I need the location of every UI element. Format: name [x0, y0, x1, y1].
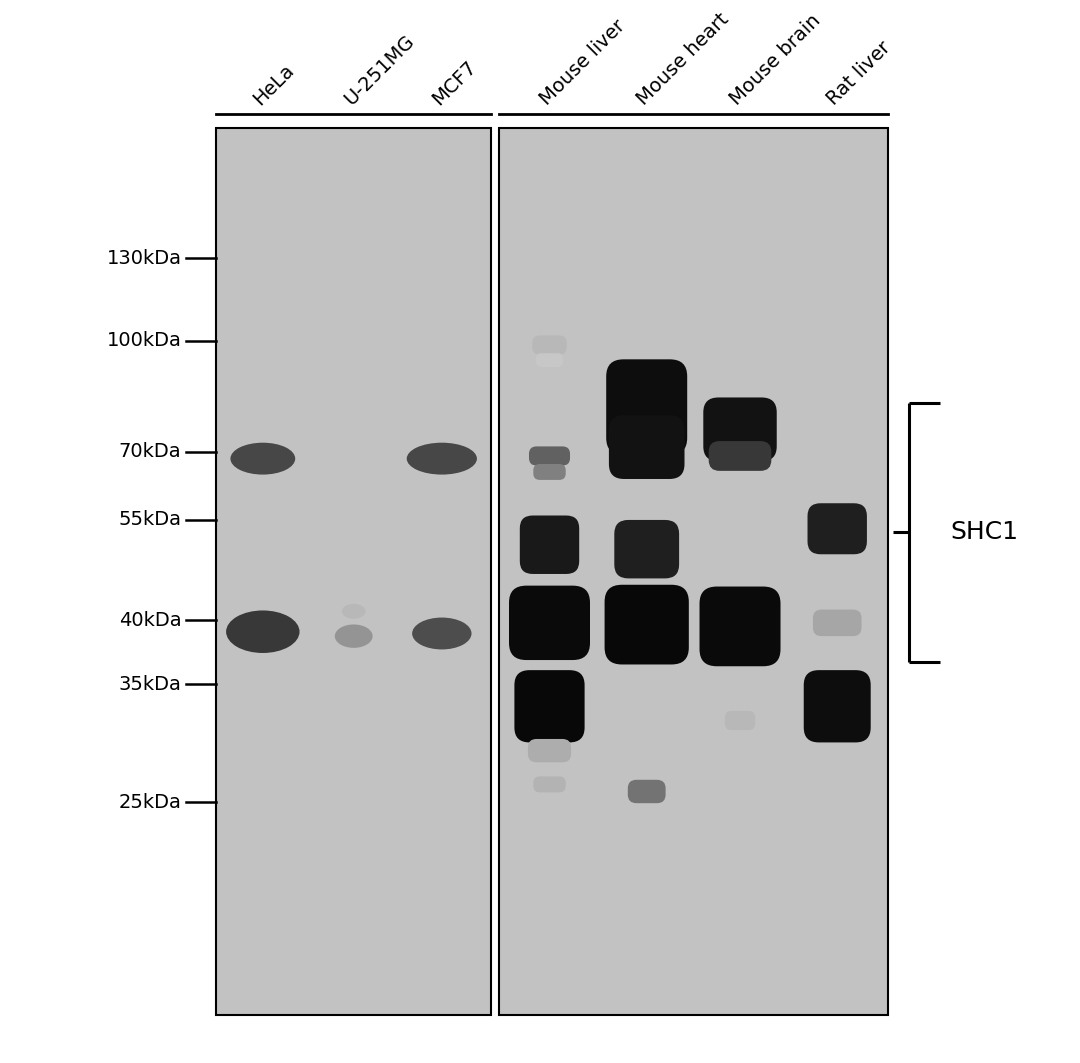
FancyBboxPatch shape [700, 587, 781, 667]
Text: 130kDa: 130kDa [107, 249, 181, 268]
Text: 35kDa: 35kDa [119, 675, 181, 693]
Ellipse shape [335, 624, 373, 647]
Text: 70kDa: 70kDa [119, 442, 181, 461]
Ellipse shape [226, 610, 299, 653]
Bar [216, 128, 491, 1015]
FancyBboxPatch shape [532, 336, 567, 355]
FancyBboxPatch shape [804, 670, 870, 742]
Text: Mouse brain: Mouse brain [727, 11, 824, 108]
FancyBboxPatch shape [813, 609, 862, 636]
Text: U-251MG: U-251MG [340, 31, 418, 108]
FancyBboxPatch shape [708, 441, 771, 471]
FancyBboxPatch shape [627, 780, 665, 804]
Text: Mouse liver: Mouse liver [536, 16, 629, 108]
Text: MCF7: MCF7 [429, 56, 480, 108]
Text: 100kDa: 100kDa [107, 331, 181, 350]
FancyBboxPatch shape [528, 739, 571, 762]
Text: 55kDa: 55kDa [119, 510, 181, 529]
Ellipse shape [341, 604, 365, 619]
Text: Rat liver: Rat liver [824, 37, 895, 108]
FancyBboxPatch shape [509, 586, 590, 660]
FancyBboxPatch shape [514, 670, 584, 742]
FancyBboxPatch shape [725, 711, 755, 730]
Text: SHC1: SHC1 [950, 520, 1018, 544]
FancyBboxPatch shape [536, 353, 563, 367]
FancyBboxPatch shape [808, 503, 867, 554]
FancyBboxPatch shape [519, 516, 579, 574]
FancyBboxPatch shape [615, 520, 679, 578]
Text: HeLa: HeLa [249, 61, 298, 108]
Text: Mouse heart: Mouse heart [633, 10, 732, 108]
Ellipse shape [230, 442, 295, 474]
FancyBboxPatch shape [606, 359, 687, 455]
Bar [499, 128, 888, 1015]
Ellipse shape [413, 618, 472, 649]
FancyBboxPatch shape [605, 585, 689, 664]
FancyBboxPatch shape [609, 416, 685, 479]
Text: 25kDa: 25kDa [119, 793, 181, 812]
FancyBboxPatch shape [529, 446, 570, 466]
FancyBboxPatch shape [534, 463, 566, 479]
FancyBboxPatch shape [703, 398, 777, 461]
Ellipse shape [407, 442, 477, 474]
FancyBboxPatch shape [534, 776, 566, 792]
Text: 40kDa: 40kDa [119, 610, 181, 629]
